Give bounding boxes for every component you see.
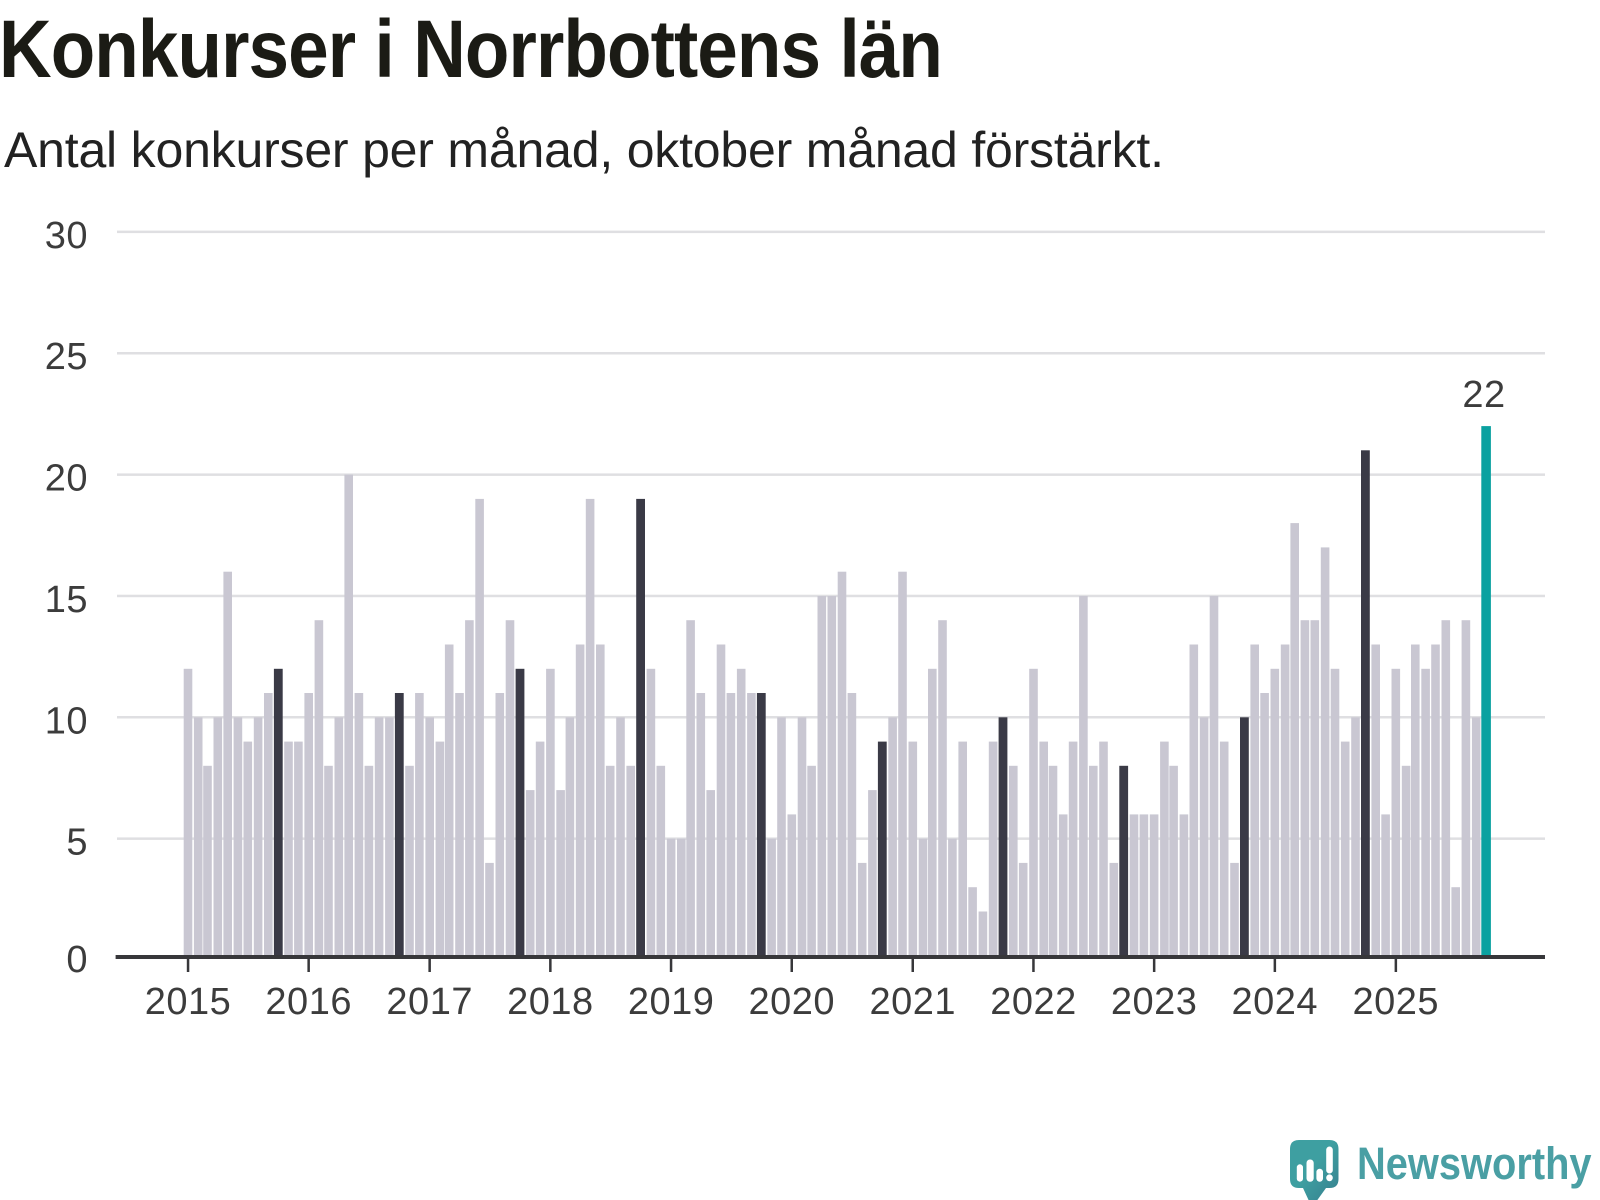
svg-text:2021: 2021 (870, 981, 957, 1023)
svg-text:25: 25 (45, 336, 88, 378)
svg-text:10: 10 (45, 700, 88, 742)
svg-text:2022: 2022 (990, 981, 1077, 1023)
svg-text:0: 0 (66, 939, 88, 981)
svg-text:2017: 2017 (386, 981, 473, 1023)
svg-text:2024: 2024 (1232, 981, 1319, 1023)
svg-text:2020: 2020 (749, 981, 836, 1023)
svg-text:2015: 2015 (145, 981, 232, 1023)
svg-text:30: 30 (45, 215, 88, 257)
svg-text:15: 15 (45, 579, 88, 621)
svg-text:2025: 2025 (1353, 981, 1440, 1023)
svg-text:2023: 2023 (1111, 981, 1198, 1023)
svg-text:22: 22 (1462, 374, 1505, 416)
svg-text:2019: 2019 (628, 981, 715, 1023)
svg-text:2016: 2016 (265, 981, 352, 1023)
svg-text:20: 20 (45, 458, 88, 500)
svg-text:5: 5 (66, 822, 88, 864)
svg-text:2018: 2018 (507, 981, 594, 1023)
